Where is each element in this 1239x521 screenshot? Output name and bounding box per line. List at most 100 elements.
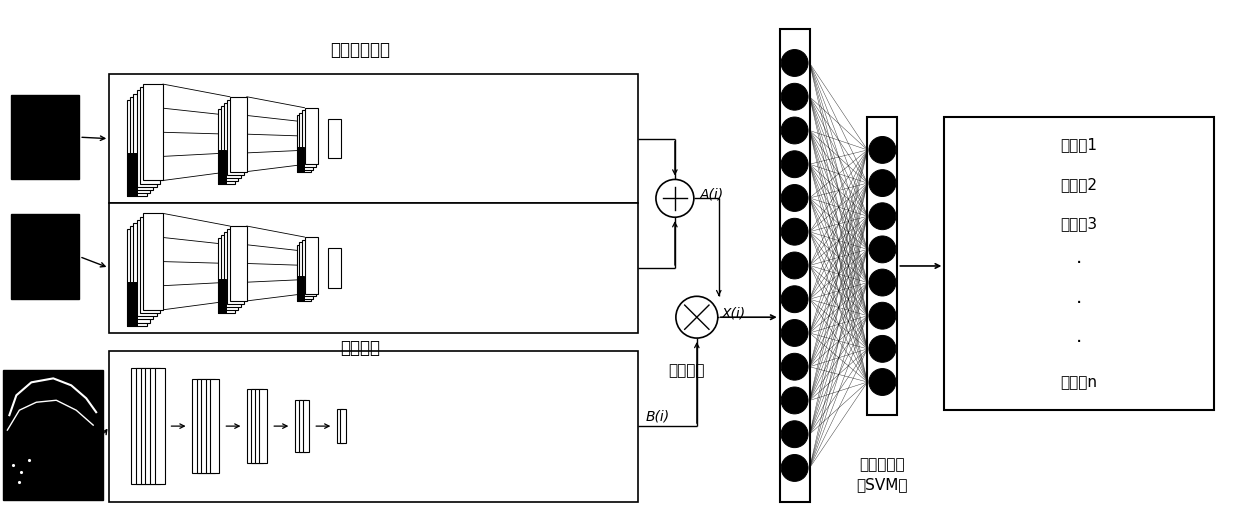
Bar (944, 117, 1214, 410)
Circle shape (781, 353, 808, 380)
Bar (218, 150, 227, 183)
Bar (328, 248, 342, 288)
Bar (224, 232, 240, 307)
Bar (300, 113, 313, 170)
Bar (252, 389, 259, 463)
Bar (130, 97, 150, 193)
Bar (202, 379, 211, 474)
Circle shape (869, 170, 896, 196)
Bar (218, 279, 227, 313)
Bar (131, 368, 140, 484)
Bar (300, 242, 313, 299)
Circle shape (675, 296, 717, 338)
Bar (130, 226, 150, 322)
Bar (227, 100, 244, 175)
Bar (197, 379, 206, 474)
Bar (142, 84, 164, 180)
Circle shape (781, 286, 808, 313)
Bar (109, 74, 638, 203)
Bar (248, 389, 255, 463)
Text: 两路浅层网络: 两路浅层网络 (331, 41, 390, 59)
Text: A(i): A(i) (700, 188, 724, 201)
Bar (140, 217, 160, 313)
Bar (134, 94, 154, 190)
Text: 二阶融合: 二阶融合 (669, 363, 705, 378)
Bar (230, 226, 247, 301)
Bar (328, 119, 342, 158)
Text: 猪编号1: 猪编号1 (1061, 137, 1098, 152)
Bar (128, 282, 138, 326)
Bar (221, 235, 238, 310)
Bar (337, 409, 343, 443)
Bar (109, 351, 638, 502)
Bar (295, 400, 302, 452)
Bar (221, 106, 238, 181)
Bar (305, 108, 318, 165)
Bar (142, 214, 164, 310)
Bar (296, 146, 304, 172)
Text: B(i): B(i) (646, 409, 670, 423)
Circle shape (781, 387, 808, 414)
Circle shape (869, 236, 896, 263)
Bar (296, 116, 311, 172)
Bar (302, 400, 310, 452)
Bar (206, 379, 214, 474)
Bar (305, 237, 318, 294)
Bar (230, 97, 247, 171)
Bar (141, 368, 150, 484)
Text: X(i): X(i) (722, 306, 746, 320)
Bar (341, 409, 346, 443)
Bar (192, 379, 202, 474)
Circle shape (869, 203, 896, 230)
Circle shape (781, 454, 808, 481)
Text: 深层网络: 深层网络 (341, 339, 380, 356)
Bar (11, 95, 79, 179)
Bar (296, 276, 304, 302)
Circle shape (781, 421, 808, 448)
Text: 支持向量机
（SVM）: 支持向量机 （SVM） (856, 457, 908, 492)
Circle shape (655, 179, 694, 217)
Bar (150, 368, 160, 484)
Bar (259, 389, 268, 463)
Bar (128, 100, 147, 196)
Bar (145, 368, 155, 484)
Circle shape (869, 336, 896, 362)
Bar (136, 91, 156, 187)
Circle shape (869, 368, 896, 395)
Bar (11, 214, 79, 299)
Circle shape (869, 302, 896, 329)
Bar (211, 379, 219, 474)
Bar (867, 117, 897, 415)
Bar (218, 238, 235, 313)
Circle shape (869, 137, 896, 164)
Bar (255, 389, 264, 463)
Circle shape (781, 252, 808, 279)
Bar (227, 229, 244, 304)
Circle shape (781, 184, 808, 212)
Bar (299, 400, 306, 452)
Bar (128, 229, 147, 326)
Circle shape (781, 319, 808, 346)
Circle shape (781, 218, 808, 245)
Bar (140, 88, 160, 184)
Bar (218, 109, 235, 183)
Bar (4, 370, 103, 500)
Text: 猪编号n: 猪编号n (1061, 375, 1098, 390)
Bar (109, 203, 638, 332)
Bar (296, 245, 311, 302)
Circle shape (869, 269, 896, 296)
Bar (779, 29, 809, 502)
Text: 猪编号2: 猪编号2 (1061, 177, 1098, 192)
Text: ·: · (1075, 333, 1082, 352)
Bar (128, 153, 138, 196)
Text: ·: · (1075, 254, 1082, 273)
Circle shape (781, 151, 808, 178)
Bar (155, 368, 165, 484)
Text: ·: · (1075, 294, 1082, 313)
Bar (302, 110, 316, 167)
Text: 猪编号3: 猪编号3 (1061, 216, 1098, 231)
Circle shape (781, 49, 808, 77)
Bar (302, 240, 316, 296)
Bar (224, 103, 240, 178)
Bar (136, 368, 145, 484)
